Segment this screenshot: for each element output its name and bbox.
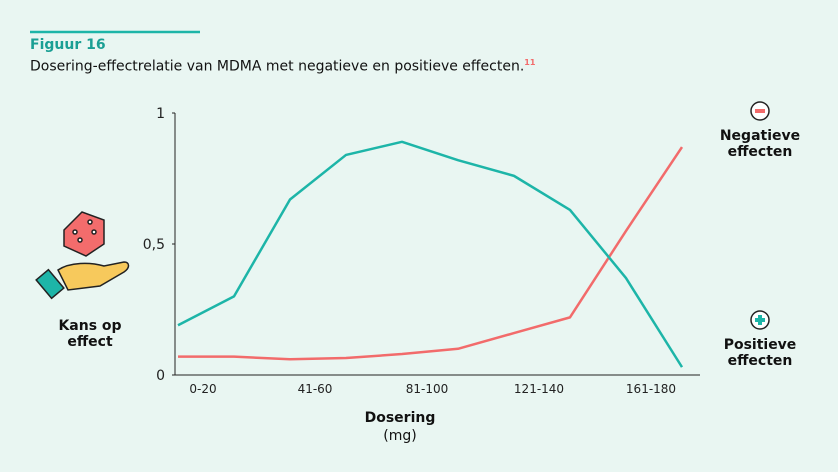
x-axis-unit: (mg)	[330, 428, 470, 444]
legend-label: Positieve effecten	[715, 337, 805, 369]
x-tick-label: 81-100	[406, 382, 449, 396]
x-tick-label: 161-180	[626, 382, 676, 396]
y-axis-label: Kans op effect	[40, 318, 140, 350]
subtitle-wrap: Dosering-effectrelatie van MDMA met nega…	[30, 58, 535, 75]
minus-icon	[751, 102, 769, 120]
plus-icon	[751, 311, 769, 329]
y-tick-label: 0	[156, 368, 165, 384]
figure: 0 0,5 1 0-20 41-60 81-100 121-140 161-180 Figuu…	[0, 0, 838, 472]
legend-label: Negatieve effecten	[715, 128, 805, 160]
dice-icon	[64, 212, 104, 256]
subtitle: Dosering-effectrelatie van MDMA met nega…	[30, 59, 524, 75]
x-tick-label: 41-60	[298, 382, 333, 396]
x-axis-label: Dosering	[330, 410, 470, 426]
footnote: 11	[524, 58, 535, 67]
x-tick-label: 0-20	[189, 382, 216, 396]
series-line	[178, 142, 682, 367]
figure-label: Figuur 16	[30, 37, 106, 53]
y-tick-label: 1	[156, 106, 165, 122]
hand-icon	[36, 262, 128, 298]
x-tick-label: 121-140	[514, 382, 564, 396]
y-tick-label: 0,5	[143, 237, 165, 253]
